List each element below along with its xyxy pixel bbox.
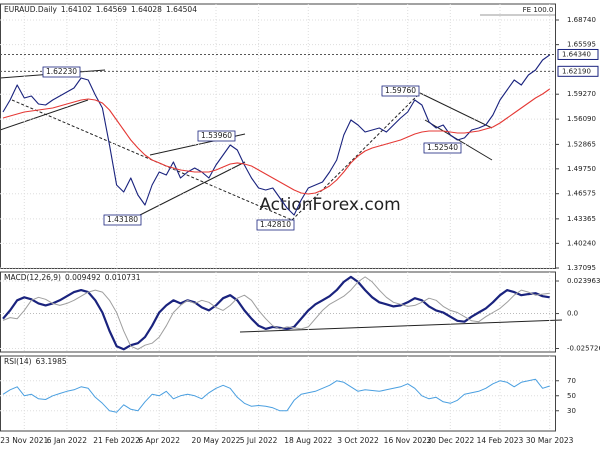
y-tick-label: 70	[567, 377, 576, 385]
x-tick-label: 23 Nov 2021	[0, 436, 48, 445]
level-label: 1.62190	[562, 67, 591, 75]
watermark: ActionForex.com	[259, 195, 400, 215]
header-value: 1.64028	[131, 5, 162, 14]
panel-title-text: MACD(12,26,9)	[4, 273, 61, 282]
fe-label: FE 100.0	[523, 6, 554, 14]
y-tick-label: 50	[567, 392, 576, 400]
y-tick-label: 0.0	[567, 310, 578, 318]
x-tick-label: 6 Apr 2022	[138, 436, 180, 445]
x-tick-label: 30 Mar 2023	[526, 436, 574, 445]
panel-title: EURAUD.Daily 1.64102 1.64569 1.64028 1.64504	[4, 5, 197, 14]
x-tick-label: 6 Jan 2022	[47, 436, 87, 445]
y-tick-label: 30	[567, 407, 576, 415]
panel-title: RSI(14) 63.1985	[4, 357, 67, 366]
panel-frame	[0, 3, 556, 269]
header-value: 1.64102	[61, 5, 92, 14]
annotation-label: 1.53960	[201, 131, 232, 140]
panel-title: MACD(12,26,9) 0.009492 0.010731	[4, 273, 141, 282]
annotation-box	[103, 214, 142, 226]
header-value: 0.010731	[105, 273, 141, 282]
y-tick-label: 1.65595	[567, 41, 596, 49]
annotation-box	[256, 219, 295, 231]
level-label: 1.64340	[562, 50, 591, 58]
x-tick-label: 3 Oct 2022	[337, 436, 379, 445]
annotation-box	[423, 142, 462, 154]
y-tick-label: 1.49750	[567, 165, 596, 173]
level-tag	[557, 48, 599, 60]
panel-title-text: EURAUD.Daily	[4, 5, 57, 14]
y-tick-label: 1.37095	[567, 264, 596, 272]
header-value: 0.009492	[65, 273, 101, 282]
y-tick-label: 1.43365	[567, 215, 596, 223]
series-line	[2, 378, 550, 413]
header-value: 63.1985	[36, 357, 67, 366]
annotation-label: 1.43180	[107, 215, 138, 224]
series-line	[2, 276, 550, 350]
y-tick-label: 1.52865	[567, 140, 596, 148]
x-tick-label: 5 Jul 2022	[240, 436, 278, 445]
series-line	[2, 54, 551, 216]
x-tick-label: 16 Nov 2022	[384, 436, 432, 445]
annotation-label: 1.52540	[427, 143, 458, 152]
annotation-label: 1.62230	[46, 67, 77, 76]
y-tick-label: 1.68740	[567, 16, 596, 24]
series-line	[2, 88, 551, 195]
y-tick-label: 1.56090	[567, 115, 596, 123]
panel-frame	[0, 355, 556, 432]
y-tick-label: 1.46575	[567, 190, 596, 198]
x-tick-label: 14 Feb 2023	[477, 436, 524, 445]
x-tick-label: 30 Dec 2022	[426, 436, 474, 445]
annotation-box	[197, 130, 236, 142]
header-value: 1.64504	[166, 5, 197, 14]
annotation-box	[381, 85, 420, 97]
x-tick-label: 21 Feb 2022	[93, 436, 140, 445]
panel-title-text: RSI(14)	[4, 357, 32, 366]
annotation-box	[42, 66, 81, 78]
header-value: 1.64569	[96, 5, 127, 14]
y-tick-label: 0.023963	[567, 277, 600, 285]
y-tick-label: 1.40240	[567, 239, 596, 247]
y-tick-label: 1.59270	[567, 90, 596, 98]
annotation-label: 1.59760	[385, 86, 416, 95]
x-tick-label: 20 May 2022	[192, 436, 241, 445]
level-tag	[557, 65, 599, 77]
y-tick-label: -0.025726	[567, 345, 600, 353]
annotation-label: 1.42810	[260, 220, 291, 229]
panel-frame	[0, 271, 556, 353]
x-tick-label: 18 Aug 2022	[284, 436, 332, 445]
